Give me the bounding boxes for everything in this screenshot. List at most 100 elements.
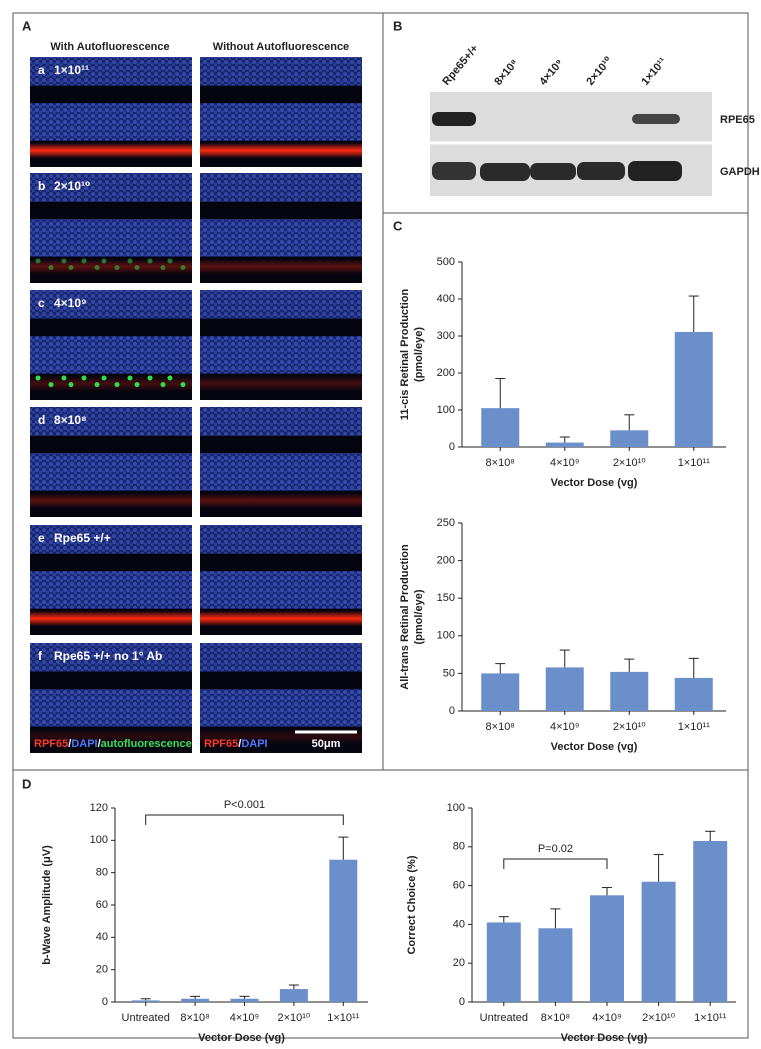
blot-bands [432, 112, 682, 181]
autofluorescence [160, 382, 166, 388]
y-tick-label: 50 [443, 667, 455, 679]
row-label: Rpe65 +/+ no 1° Ab [54, 649, 162, 663]
x-tick-label: 4×10⁹ [230, 1012, 260, 1024]
y-tick-label: 0 [459, 996, 465, 1008]
y-tick-label: 80 [453, 841, 465, 853]
y-tick-label: 500 [437, 256, 455, 268]
autofluorescence [48, 265, 54, 271]
x-tick-label: 2×10¹⁰ [642, 1012, 675, 1024]
y-tick-label: 0 [102, 996, 108, 1008]
caption-part: / [98, 738, 101, 750]
bar [181, 998, 210, 1002]
y-axis-title: Correct Choice (%) [406, 855, 418, 954]
nuclear-layer [200, 57, 362, 86]
row-label: 4×10⁹ [54, 296, 87, 310]
y-tick-label: 0 [449, 705, 455, 717]
x-axis-title: Vector Dose (vg) [198, 1032, 285, 1044]
y-tick-label: 0 [449, 441, 455, 453]
lane-label: Rpe65+/+ [440, 43, 481, 88]
bar [693, 840, 728, 1002]
nuclear-layer [200, 219, 362, 257]
error-bar [559, 649, 570, 668]
error-bar [495, 663, 506, 674]
x-tick-label: 8×10⁸ [486, 721, 515, 733]
autofluorescence [167, 375, 173, 381]
x-tick-label: 1×10¹¹ [678, 457, 710, 469]
error-bar [498, 916, 509, 923]
y-tick-label: 60 [453, 880, 465, 892]
autofluorescence [94, 265, 100, 271]
y-tick-label: 20 [453, 957, 465, 969]
nuclear-layer [200, 173, 362, 202]
nuclear-layer [30, 689, 192, 727]
y-axis-title: b-Wave Amplitude (μV) [41, 845, 53, 965]
micrograph [30, 290, 192, 400]
autofluorescence [94, 382, 100, 388]
bar [674, 677, 713, 711]
nuclear-layer [30, 643, 192, 672]
nuclear-layer [30, 525, 192, 554]
y-tick-label: 400 [437, 293, 455, 305]
rpe-band [200, 258, 362, 275]
column-header: With Autofluorescence [50, 41, 169, 53]
micrograph [200, 290, 362, 400]
autofluorescence [134, 382, 140, 388]
autofluorescence [48, 382, 54, 388]
autofluorescence [61, 258, 67, 264]
y-axis-title-line: Correct Choice (%) [406, 855, 418, 954]
row-letter: c [38, 296, 45, 310]
error-bar [624, 658, 635, 672]
panel-label: A [22, 18, 32, 33]
blot-row-label: GAPDH [720, 166, 760, 178]
caption-part: / [238, 738, 241, 750]
error-bar [653, 854, 664, 882]
caption-part: DAPI [71, 738, 97, 750]
micrograph [200, 525, 362, 635]
nuclear-layer [200, 336, 362, 374]
nuclear-layer [200, 453, 362, 491]
autofluorescence [180, 382, 186, 388]
nuclear-layer [200, 103, 362, 141]
nuclear-layer [200, 643, 362, 672]
x-tick-label: 8×10⁸ [180, 1012, 209, 1024]
row-letter: d [38, 413, 45, 427]
y-tick-label: 100 [437, 630, 455, 642]
nuclear-layer [30, 336, 192, 374]
x-tick-label: 4×10⁹ [592, 1012, 622, 1024]
x-tick-label: 4×10⁹ [550, 721, 580, 733]
nuclear-layer [30, 173, 192, 202]
bar [279, 989, 308, 1002]
bar [674, 331, 713, 447]
rpe-band [30, 142, 192, 159]
bar [131, 1000, 160, 1002]
y-tick-label: 80 [96, 867, 108, 879]
x-tick-label: 2×10¹⁰ [277, 1012, 310, 1024]
y-axis-title-line: b-Wave Amplitude (μV) [41, 845, 53, 965]
autofluorescence [68, 265, 74, 271]
nuclear-layer [30, 103, 192, 141]
caption-part: RPF65 [204, 738, 238, 750]
error-bar [239, 995, 250, 999]
column-header: Without Autofluorescence [213, 41, 349, 53]
row-letter: b [38, 179, 45, 193]
error-bar [705, 830, 716, 841]
significance-label: P=0.02 [538, 843, 573, 855]
caption-part: DAPI [241, 738, 267, 750]
micrograph [30, 173, 192, 283]
lane-label: 8×10⁸ [492, 57, 520, 88]
row-letter: a [38, 63, 45, 77]
row-letter: f [38, 649, 43, 663]
row-label: Rpe65 +/+ [54, 531, 111, 545]
autofluorescence [160, 265, 166, 271]
autofluorescence [167, 258, 173, 264]
rpe-band [200, 492, 362, 509]
autofluorescence [147, 258, 153, 264]
error-bar [688, 657, 699, 678]
caption: RPF65/DAPI/autofluorescence [34, 738, 192, 750]
nuclear-layer [200, 689, 362, 727]
bar [590, 895, 624, 1002]
error-bar [602, 887, 612, 896]
autofluorescence [81, 375, 87, 381]
autofluorescence [81, 258, 87, 264]
